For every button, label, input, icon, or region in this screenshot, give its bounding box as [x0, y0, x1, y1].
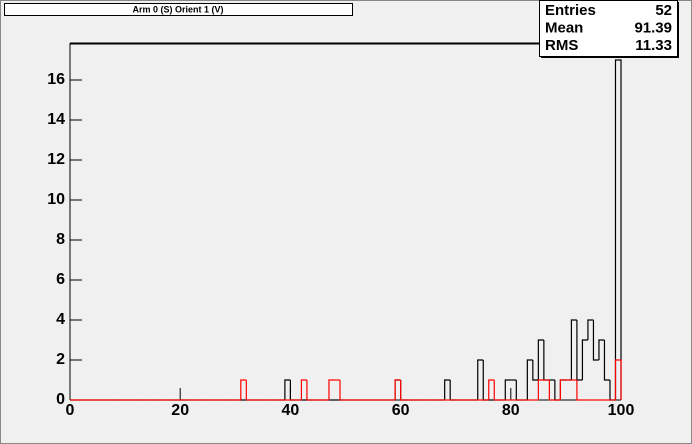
histogram-bin	[559, 379, 566, 400]
histogram-bin	[449, 380, 456, 401]
histogram-bin	[306, 380, 313, 401]
stats-box	[539, 0, 678, 57]
histogram-bin	[394, 379, 401, 400]
chart-title: Arm 0 (S) Orient 1 (V)	[132, 4, 223, 14]
stats-label: Entries	[545, 2, 596, 19]
x-tick-label: 60	[392, 402, 410, 419]
histogram-bin	[543, 340, 550, 381]
stats-value: 91.39	[634, 19, 672, 36]
histogram-bin	[284, 379, 291, 400]
histogram-bin	[614, 359, 622, 400]
histogram-bin	[488, 379, 495, 400]
histogram-bin	[614, 59, 622, 400]
histogram-bin	[526, 359, 533, 400]
histogram-bin	[532, 360, 539, 381]
y-tick-label: 16	[47, 71, 65, 88]
histogram-bin	[339, 380, 346, 401]
x-tick-label: 80	[502, 402, 520, 419]
histogram-bin	[394, 379, 401, 400]
histogram-bin	[559, 379, 566, 400]
histogram-bin	[444, 379, 451, 400]
histogram-bin	[240, 379, 247, 400]
histogram-bin	[300, 379, 307, 400]
stats-label: RMS	[545, 37, 578, 54]
histogram-bin	[570, 319, 577, 380]
histogram-bin	[515, 380, 522, 401]
x-tick-label: 100	[608, 402, 635, 419]
stats-label: Mean	[545, 19, 583, 36]
y-tick-label: 8	[56, 231, 65, 248]
histogram-bin	[576, 380, 583, 401]
histogram-bin	[537, 379, 544, 400]
histogram-bin	[328, 379, 335, 400]
histogram-bin	[548, 380, 555, 401]
stats-value: 52	[655, 2, 672, 19]
histogram-bin	[587, 319, 594, 340]
histogram-bin	[245, 380, 252, 401]
histogram-bin	[477, 359, 484, 400]
y-tick-label: 10	[47, 191, 65, 208]
histogram-bin	[609, 380, 616, 401]
histogram-bin	[504, 379, 511, 400]
x-tick-label: 40	[282, 402, 300, 419]
histogram-bin	[482, 360, 489, 401]
x-tick-label: 20	[171, 402, 189, 419]
y-tick-label: 14	[47, 111, 65, 128]
histogram-bin	[581, 339, 588, 380]
histogram-bin	[537, 339, 544, 380]
y-tick-label: 0	[56, 391, 65, 408]
y-tick-label: 12	[47, 151, 65, 168]
histogram-bin	[598, 339, 605, 360]
x-tick-label: 0	[66, 402, 75, 419]
histogram-bin	[400, 380, 407, 401]
y-tick-label: 6	[56, 271, 65, 288]
histogram-bin	[576, 320, 583, 381]
y-tick-label: 4	[56, 311, 65, 328]
stats-value: 11.33	[635, 37, 672, 54]
histogram-bin	[400, 380, 407, 401]
title-box	[4, 3, 353, 16]
histogram-bin	[592, 320, 599, 361]
y-tick-label: 2	[56, 351, 65, 368]
histogram-bin	[493, 380, 500, 401]
histogram-bin	[603, 340, 610, 381]
histogram-bin	[554, 380, 561, 401]
histogram-bin	[289, 380, 296, 401]
